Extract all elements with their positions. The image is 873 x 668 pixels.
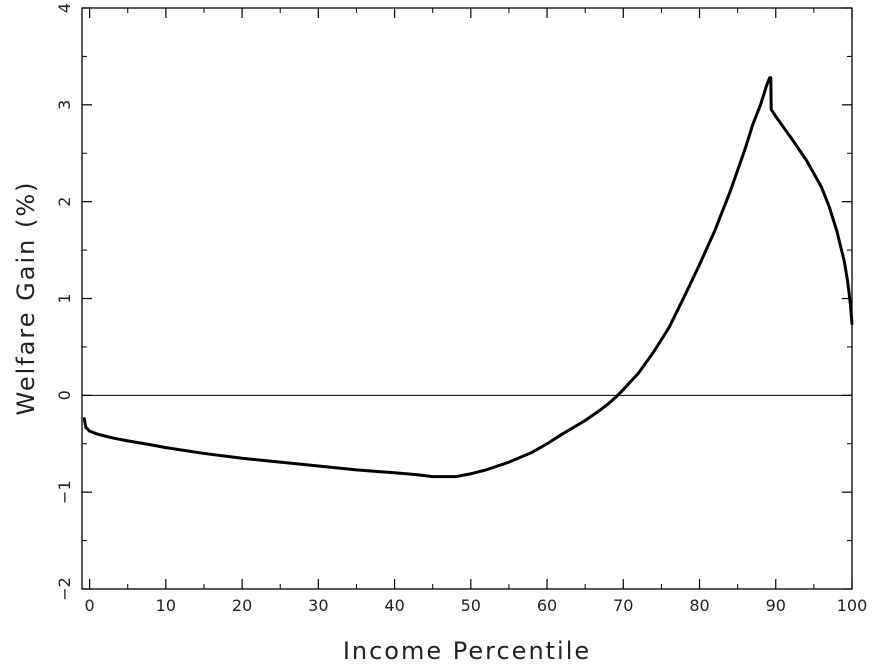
- x-axis-title: Income Percentile: [343, 637, 591, 664]
- y-axis-ticks: [82, 7, 852, 590]
- y-tick-label: −2: [55, 577, 74, 601]
- y-axis-title: Welfare Gain (%): [12, 181, 40, 416]
- y-tick-label: 3: [55, 100, 74, 110]
- x-axis-tick-labels: 0 10 20 30 40 50 60 70 80 90 100: [85, 596, 868, 615]
- x-tick-label: 100: [837, 596, 868, 615]
- y-tick-label: 0: [55, 390, 74, 400]
- x-axis-ticks: [89, 8, 853, 589]
- x-tick-label: 20: [232, 596, 252, 615]
- x-tick-label: 80: [689, 596, 709, 615]
- x-tick-label: 50: [461, 596, 481, 615]
- y-tick-label: −1: [55, 480, 74, 504]
- x-tick-label: 10: [156, 596, 176, 615]
- x-tick-label: 60: [537, 596, 557, 615]
- x-tick-label: 30: [308, 596, 328, 615]
- y-axis-tick-labels: −2 −1 0 1 2 3 4: [55, 3, 74, 601]
- welfare-gain-series-line: [82, 76, 854, 479]
- x-tick-label: 70: [613, 596, 633, 615]
- y-tick-label: 2: [55, 197, 74, 207]
- y-tick-label: 1: [55, 293, 74, 303]
- plot-frame: [81, 7, 853, 590]
- x-tick-label: 40: [384, 596, 404, 615]
- x-tick-label: 90: [766, 596, 786, 615]
- y-tick-label: 4: [55, 3, 74, 13]
- x-tick-label: 0: [85, 596, 95, 615]
